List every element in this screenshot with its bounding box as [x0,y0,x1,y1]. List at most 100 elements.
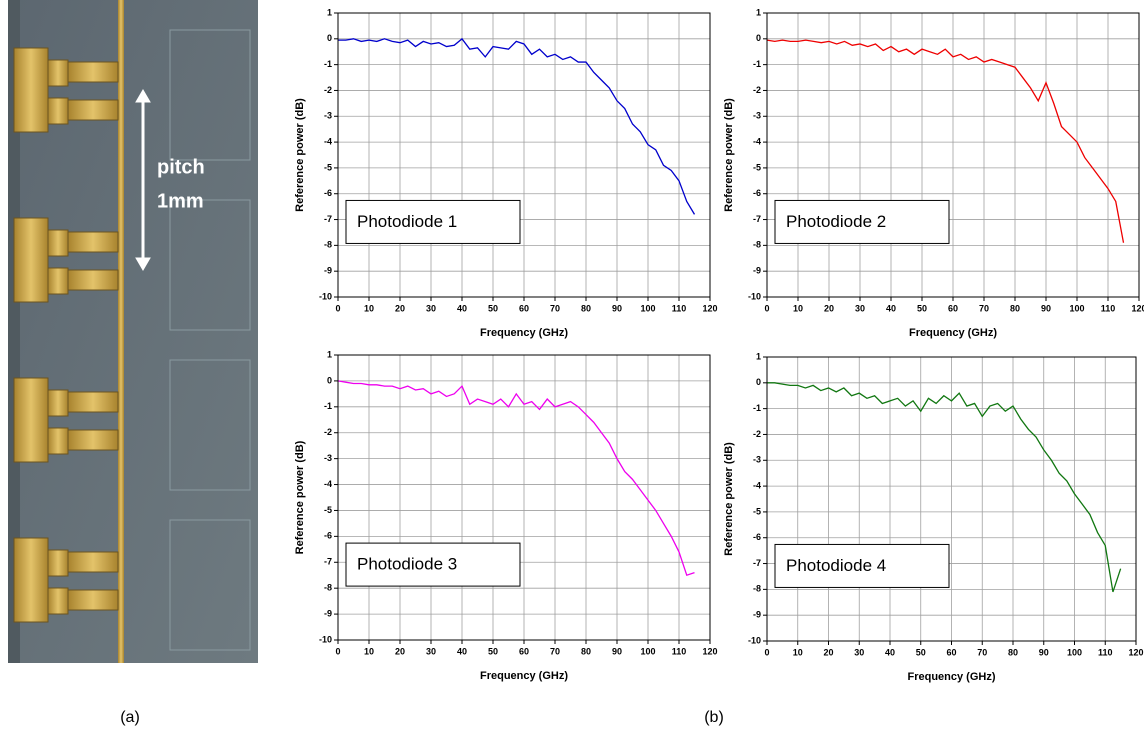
x-tick-label: 30 [855,303,865,313]
y-tick-label: -10 [319,291,332,301]
x-axis-label: Frequency (GHz) [480,670,568,682]
y-tick-label: -5 [324,505,332,515]
plot-frame [337,354,711,641]
x-tick-label: 70 [977,647,987,657]
x-tick-label: 0 [764,303,769,313]
data-line [766,39,1125,243]
x-tick-label: 50 [916,647,926,657]
x-tick-label: 100 [640,303,655,313]
y-tick-label: -6 [753,188,761,198]
y-tick-label: -5 [753,162,761,172]
legend-label: Photodiode 2 [786,212,886,231]
x-tick-label: 70 [550,646,560,656]
y-tick-label: 1 [756,351,761,361]
y-tick-label: -1 [753,59,761,69]
y-tick-label: -10 [748,291,761,301]
chart: 0102030405060708090100110120-10-9-8-7-6-… [723,7,1144,339]
panel-label: (b) [704,709,724,726]
x-tick-label: 30 [854,647,864,657]
x-tick-label: 80 [1008,647,1018,657]
x-tick-label: 50 [488,646,498,656]
legend-label: Photodiode 4 [786,556,886,575]
annotation: pitch [157,156,205,178]
y-tick-label: -8 [753,584,761,594]
y-tick-label: -2 [324,85,332,95]
x-tick-label: 10 [364,646,374,656]
x-tick-label: 110 [1098,647,1113,657]
x-tick-label: 70 [979,303,989,313]
x-tick-label: 110 [1101,303,1116,313]
x-axis-label: Frequency (GHz) [480,327,568,339]
x-tick-label: 70 [550,303,560,313]
x-tick-label: 60 [519,303,529,313]
y-tick-label: -6 [324,531,332,541]
x-tick-label: 40 [457,303,467,313]
y-tick-label: 1 [756,7,761,17]
y-tick-label: -3 [753,455,761,465]
y-tick-label: -2 [753,429,761,439]
y-tick-label: -9 [324,266,332,276]
x-tick-label: 40 [885,647,895,657]
x-tick-label: 10 [793,303,803,313]
x-tick-label: 40 [457,646,467,656]
x-tick-label: 30 [426,303,436,313]
x-tick-label: 90 [1039,647,1049,657]
y-tick-label: -7 [324,214,332,224]
y-tick-label: 1 [327,7,332,17]
x-tick-label: 60 [519,646,529,656]
y-tick-label: 0 [756,33,761,43]
x-axis-label: Frequency (GHz) [909,327,997,339]
x-tick-label: 120 [1128,647,1143,657]
x-tick-label: 90 [1041,303,1051,313]
x-tick-label: 100 [640,646,655,656]
panel-label: (a) [120,709,140,726]
y-axis-label: Reference power (dB) [294,98,306,212]
y-tick-label: -2 [753,85,761,95]
x-tick-label: 0 [764,647,769,657]
y-tick-label: -8 [324,240,332,250]
x-tick-label: 10 [364,303,374,313]
y-tick-label: -8 [324,583,332,593]
y-tick-label: -4 [753,480,761,490]
legend-box [774,199,950,244]
legend-label: Photodiode 3 [357,555,457,574]
x-tick-label: 80 [581,303,591,313]
x-tick-label: 20 [823,647,833,657]
y-tick-label: -9 [753,610,761,620]
x-tick-label: 60 [948,303,958,313]
plot-frame [766,12,1140,298]
plot-frame [337,12,711,298]
y-tick-label: -9 [324,608,332,618]
x-tick-label: 10 [793,647,803,657]
x-tick-label: 120 [1131,303,1144,313]
y-tick-label: -7 [324,557,332,567]
data-line [338,37,696,215]
y-tick-label: -9 [753,266,761,276]
legend-box [345,542,521,587]
x-tick-label: 20 [395,303,405,313]
y-tick-label: 0 [327,33,332,43]
y-tick-label: -2 [324,427,332,437]
y-tick-label: -5 [324,162,332,172]
y-tick-label: -3 [324,111,332,121]
x-tick-label: 90 [612,303,622,313]
y-tick-label: -1 [324,401,332,411]
x-axis-label: Frequency (GHz) [907,671,995,683]
legend-label: Photodiode 1 [357,212,457,231]
y-tick-label: -8 [753,240,761,250]
y-axis-label: Reference power (dB) [723,98,735,212]
y-tick-label: -10 [319,634,332,644]
y-axis-label: Reference power (dB) [294,440,306,554]
y-tick-label: -1 [753,403,761,413]
y-tick-label: -1 [324,59,332,69]
x-tick-label: 80 [581,646,591,656]
y-tick-label: 1 [327,349,332,359]
data-line [767,382,1122,593]
legend-box [345,199,521,244]
y-tick-label: -3 [324,453,332,463]
annotation: 1mm [157,190,204,212]
x-tick-label: 80 [1010,303,1020,313]
